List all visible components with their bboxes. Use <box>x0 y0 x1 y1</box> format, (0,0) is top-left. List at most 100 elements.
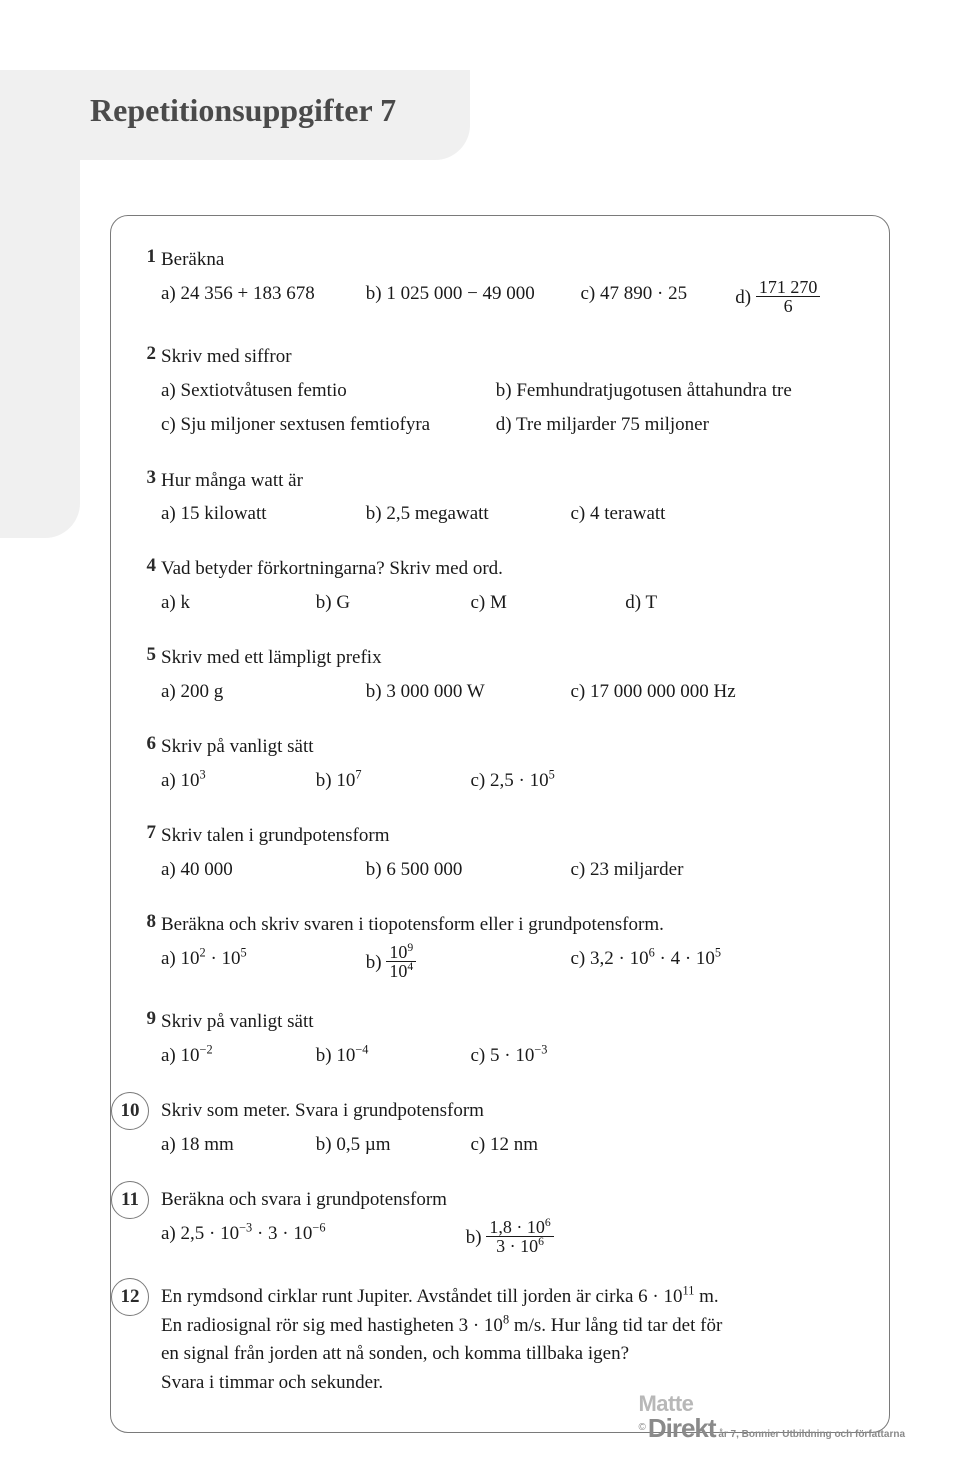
sup: 7 <box>355 767 361 781</box>
sup: 5 <box>549 767 555 781</box>
text: m/s. Hur lång tid tar det för <box>509 1315 722 1336</box>
text: · 4 · 10 <box>655 948 715 969</box>
problem-1: 1 Beräkna a) 24 356 + 183 678 b) 1 025 0… <box>161 246 849 317</box>
text: c) 3,2 · 10 <box>571 948 649 969</box>
fraction: 109104 <box>386 943 416 982</box>
item-c: c) 12 nm <box>471 1130 539 1160</box>
sup: −6 <box>312 1220 325 1234</box>
sup: −2 <box>200 1042 213 1056</box>
frac-den: 6 <box>756 297 821 316</box>
side-background <box>0 158 80 538</box>
item-b: b) 6 500 000 <box>366 855 566 885</box>
page-title: Repetitionsuppgifter 7 <box>90 92 396 129</box>
problem-7: 7 Skriv talen i grundpotensform a) 40 00… <box>161 822 849 885</box>
text: c) 5 · 10 <box>471 1045 535 1066</box>
item-a: a) 40 000 <box>161 855 361 885</box>
item-c: c) 4 terawatt <box>571 499 666 529</box>
problem-number: 2 <box>126 343 156 365</box>
sup: 6 <box>545 1216 551 1229</box>
item-c: c) 47 890 · 25 <box>581 279 731 309</box>
problem-10: 10 Skriv som meter. Svara i grundpotensf… <box>161 1097 849 1160</box>
problem-prompt: Vad betyder förkortningarna? Skriv med o… <box>161 555 849 584</box>
content-box: 1 Beräkna a) 24 356 + 183 678 b) 1 025 0… <box>110 215 890 1433</box>
sub-items: c) Sju miljoner sextusen femtiofyra d) T… <box>161 410 849 440</box>
problem-2: 2 Skriv med siffror a) Sextiotvåtusen fe… <box>161 343 849 440</box>
item-b: b) 107 <box>316 766 466 796</box>
problem-prompt: Skriv talen i grundpotensform <box>161 822 849 851</box>
text: 1,8 · 10 <box>489 1217 545 1237</box>
item-a: a) 18 mm <box>161 1130 311 1160</box>
item-a: a) 2,5 · 10−3 · 3 · 10−6 <box>161 1219 461 1249</box>
item-b: b) G <box>316 588 466 618</box>
item-b: b) 109104 <box>366 944 566 983</box>
problem-number: 5 <box>126 644 156 666</box>
problem-8: 8 Beräkna och skriv svaren i tiopotensfo… <box>161 911 849 982</box>
problem-6: 6 Skriv på vanligt sätt a) 103 b) 107 c)… <box>161 733 849 796</box>
sub-items: a) 15 kilowatt b) 2,5 megawatt c) 4 tera… <box>161 499 849 529</box>
sup: 4 <box>407 960 413 973</box>
item-b: b) 1 025 000 − 49 000 <box>366 279 576 309</box>
text: 10 <box>389 942 407 962</box>
text: b) 10 <box>316 770 356 791</box>
item-a: a) 15 kilowatt <box>161 499 361 529</box>
problem-number: 6 <box>126 733 156 755</box>
problem-prompt: Skriv på vanligt sätt <box>161 1008 849 1037</box>
item-b-label: b) <box>366 951 387 972</box>
problem-prompt: Skriv med ett lämpligt prefix <box>161 644 849 673</box>
text: b) 10 <box>316 1045 356 1066</box>
text: En rymdsond cirklar runt Jupiter. Avstån… <box>161 1286 683 1307</box>
problem-4: 4 Vad betyder förkortningarna? Skriv med… <box>161 555 849 618</box>
item-b: b) 1,8 · 1063 · 106 <box>466 1219 554 1258</box>
problem-number: 9 <box>126 1008 156 1030</box>
sup: −3 <box>239 1220 252 1234</box>
problem-number-circled: 11 <box>111 1181 149 1219</box>
item-c: c) 23 miljarder <box>571 855 684 885</box>
problem-prompt: Beräkna <box>161 246 849 275</box>
item-a: a) 24 356 + 183 678 <box>161 279 361 309</box>
text: Svara i timmar och sekunder. <box>161 1372 383 1393</box>
problem-prompt: Skriv som meter. Svara i grundpotensform <box>161 1097 849 1126</box>
sub-items: a) 10−2 b) 10−4 c) 5 · 10−3 <box>161 1041 849 1071</box>
footer-brand-2: Direkt <box>648 1416 716 1441</box>
text: a) 10 <box>161 948 200 969</box>
sub-items: a) 18 mm b) 0,5 µm c) 12 nm <box>161 1130 849 1160</box>
frac-den: 3 · 106 <box>486 1237 553 1256</box>
sub-items: a) 40 000 b) 6 500 000 c) 23 miljarder <box>161 855 849 885</box>
item-d: d) T <box>625 588 657 618</box>
item-b: b) 3 000 000 W <box>366 677 566 707</box>
item-a: a) 103 <box>161 766 311 796</box>
item-b-label: b) <box>466 1226 487 1247</box>
text: c) 2,5 · 10 <box>471 770 549 791</box>
copyright-icon: © <box>638 1422 645 1433</box>
sup: 5 <box>715 945 721 959</box>
sub-items: a) k b) G c) M d) T <box>161 588 849 618</box>
text: 3 · 10 <box>496 1236 538 1256</box>
item-d: d) Tre miljarder 75 miljoner <box>496 410 709 440</box>
item-c: c) 5 · 10−3 <box>471 1041 548 1071</box>
text: · 10 <box>206 948 241 969</box>
sup: 6 <box>538 1235 544 1248</box>
text: 10 <box>389 961 407 981</box>
problem-number: 4 <box>126 555 156 577</box>
footer-sub: år 7, Bonnier Utbildning och författarna <box>716 1429 905 1440</box>
problem-number: 3 <box>126 467 156 489</box>
problem-5: 5 Skriv med ett lämpligt prefix a) 200 g… <box>161 644 849 707</box>
sup: 5 <box>241 945 247 959</box>
problem-prompt: Skriv på vanligt sätt <box>161 733 849 762</box>
sup: 3 <box>200 767 206 781</box>
sup: −4 <box>355 1042 368 1056</box>
text: a) 10 <box>161 1045 200 1066</box>
item-d-label: d) <box>735 286 756 307</box>
problem-prompt: Beräkna och svara i grundpotensform <box>161 1186 849 1215</box>
item-c: c) Sju miljoner sextusen femtiofyra <box>161 410 491 440</box>
item-b: b) Femhundratjugotusen åttahundra tre <box>496 376 792 406</box>
text: a) 10 <box>161 770 200 791</box>
item-c: c) M <box>471 588 621 618</box>
item-d: d) 171 2706 <box>735 279 820 318</box>
sub-items: a) 103 b) 107 c) 2,5 · 105 <box>161 766 849 796</box>
item-c: c) 2,5 · 105 <box>471 766 555 796</box>
item-b: b) 2,5 megawatt <box>366 499 566 529</box>
problem-11: 11 Beräkna och svara i grundpotensform a… <box>161 1186 849 1257</box>
problem-prompt: Beräkna och skriv svaren i tiopotensform… <box>161 911 849 940</box>
frac-den: 104 <box>386 962 416 981</box>
